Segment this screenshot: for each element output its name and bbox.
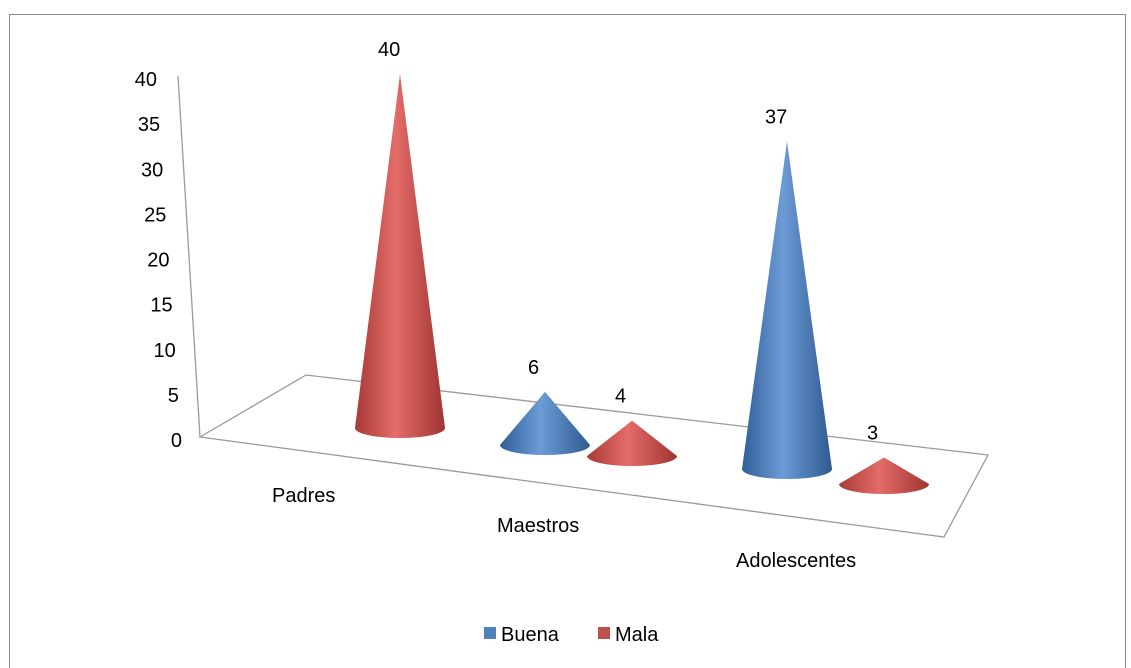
cones: [355, 74, 929, 494]
data-label-mala-padres: 40: [378, 39, 400, 61]
y-tick-label: 25: [144, 204, 166, 226]
y-tick-label: 5: [168, 385, 179, 407]
category-label: Adolescentes: [736, 550, 856, 572]
cone-buena-adolescentes: [742, 141, 832, 480]
legend-label-mala: Mala: [615, 624, 659, 646]
cone-mala-maestros: [587, 420, 677, 466]
cone-buena-maestros: [500, 391, 590, 455]
category-label: Maestros: [497, 515, 579, 537]
y-tick-label: 40: [135, 69, 157, 91]
y-tick-label: 0: [171, 430, 182, 452]
y-tick-label: 35: [138, 114, 160, 136]
legend-swatch-mala: [598, 627, 610, 639]
category-labels: Padres Maestros Adolescentes: [272, 485, 856, 572]
chart-floor: [198, 374, 990, 538]
data-label-mala-maestros: 4: [615, 386, 626, 408]
legend-swatch-buena: [484, 627, 496, 639]
data-label-buena-maestros: 6: [528, 357, 539, 379]
legend: Buena Mala: [484, 624, 659, 646]
data-labels: 40 6 4 37 3: [378, 39, 878, 444]
axes: [177, 75, 990, 538]
cone-mala-padres: [355, 74, 445, 438]
y-axis-ticks: 0 5 10 15 20 25 30 35 40: [135, 69, 182, 452]
y-tick-label: 30: [141, 159, 163, 181]
cone-mala-adolescentes: [839, 457, 929, 494]
y-tick-label: 20: [147, 250, 169, 272]
y-axis-back-wall: [177, 75, 201, 438]
chart-frame: [9, 14, 1126, 668]
y-tick-label: 10: [154, 340, 176, 362]
category-label: Padres: [272, 485, 335, 507]
data-label-buena-adolescentes: 37: [765, 107, 787, 129]
y-tick-label: 15: [150, 295, 172, 317]
legend-label-buena: Buena: [501, 624, 560, 646]
data-label-mala-adolescentes: 3: [867, 422, 878, 444]
